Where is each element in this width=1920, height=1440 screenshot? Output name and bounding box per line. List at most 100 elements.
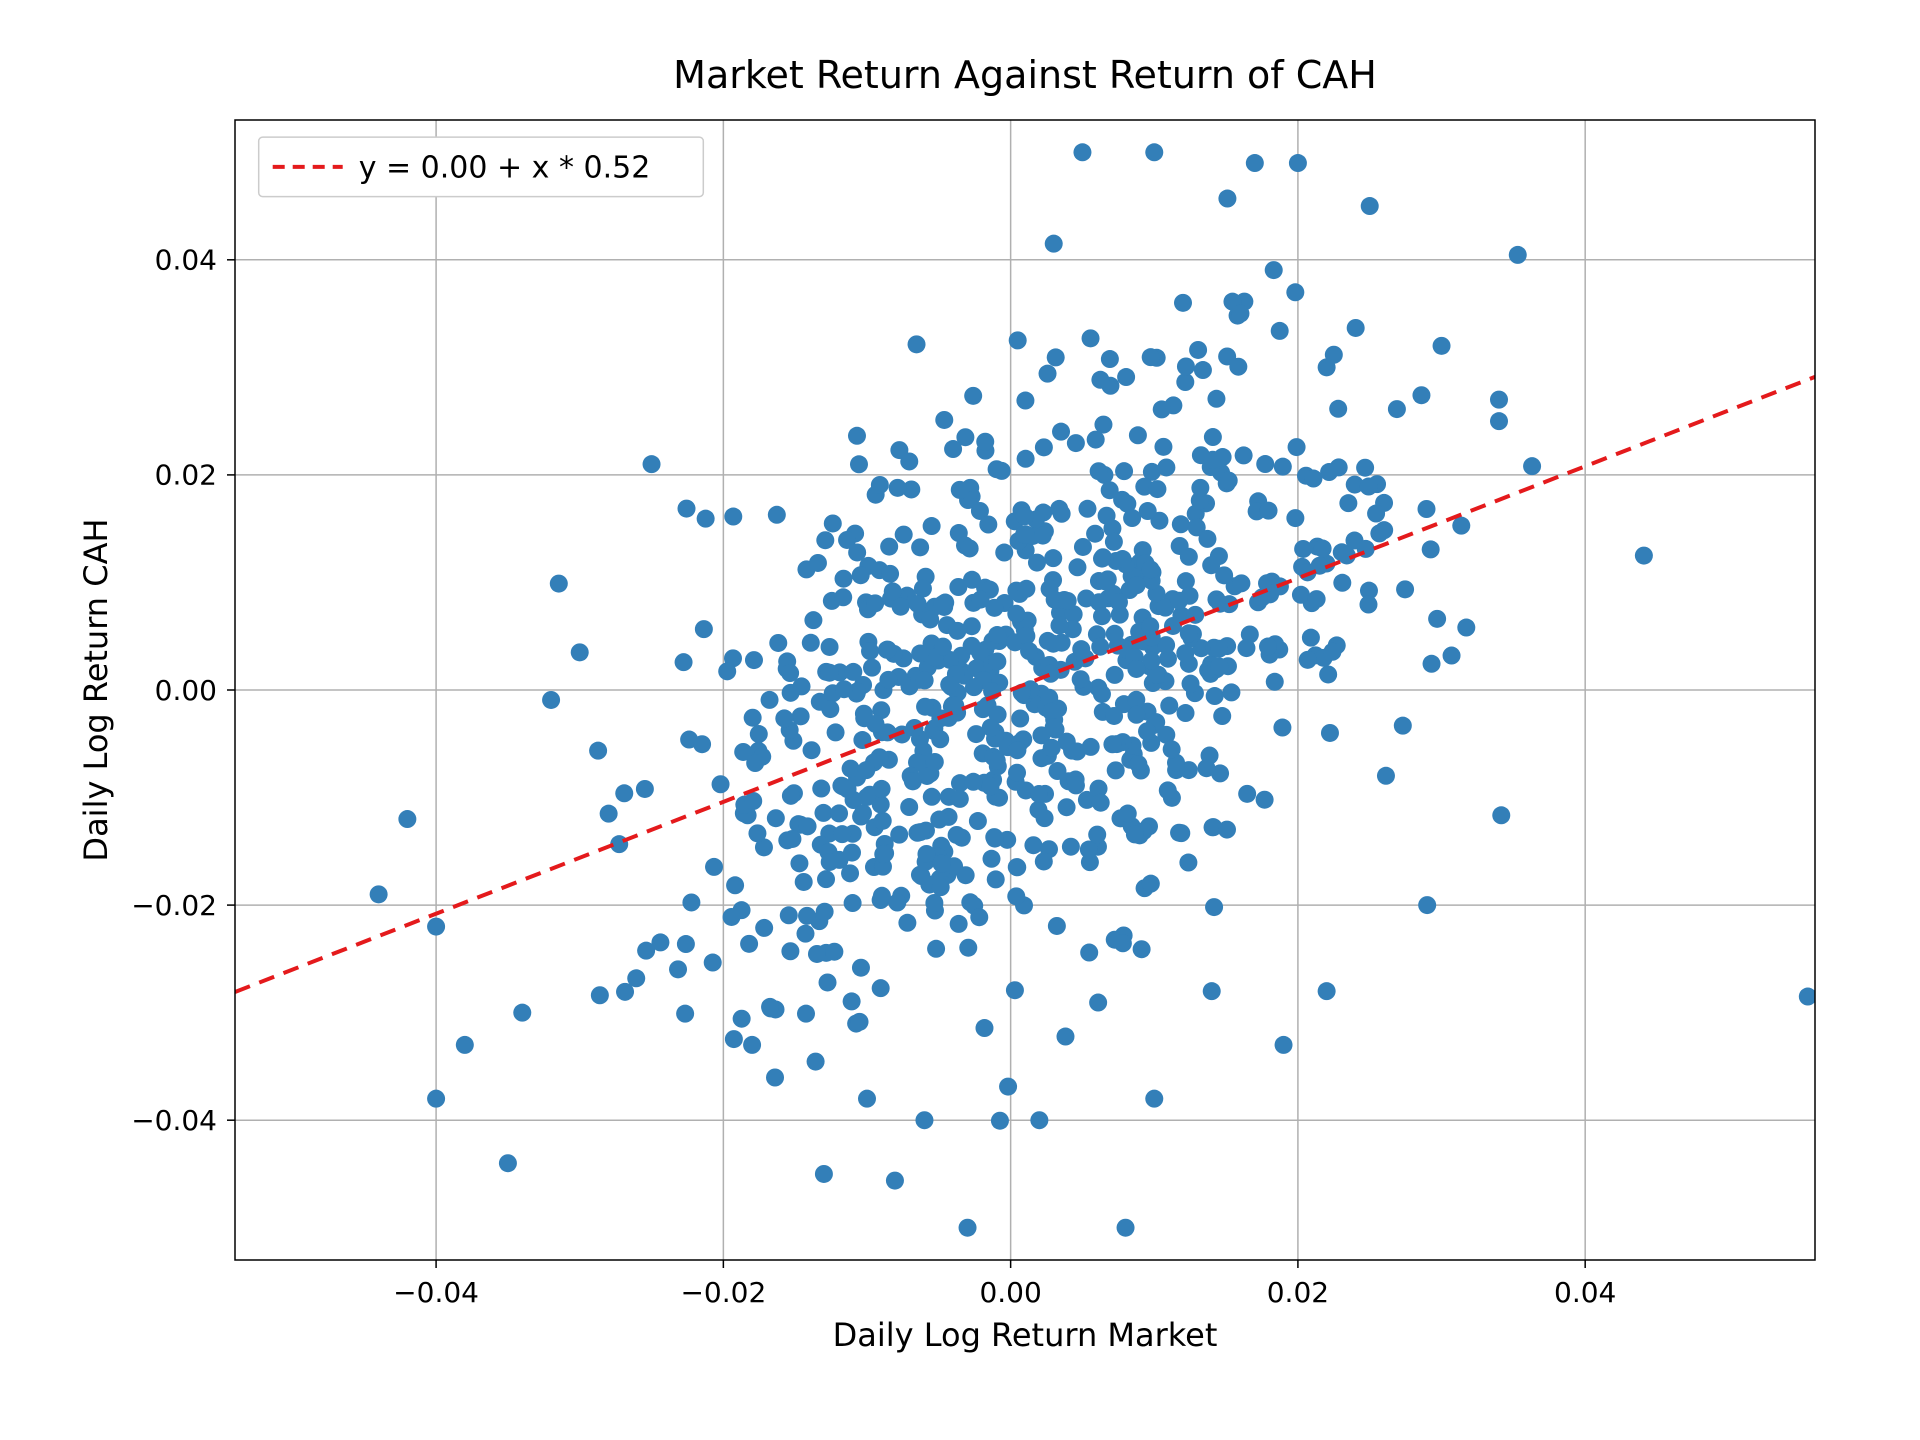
scatter-point: [1107, 761, 1125, 779]
scatter-point: [817, 870, 835, 888]
scatter-point: [872, 979, 890, 997]
scatter-point: [988, 626, 1006, 644]
scatter-point: [1067, 776, 1085, 794]
scatter-point: [1089, 994, 1107, 1012]
scatter-point: [821, 700, 839, 718]
x-tick-label: −0.04: [393, 1276, 479, 1309]
scatter-point: [949, 578, 967, 596]
scatter-point: [911, 823, 929, 841]
scatter-point: [1042, 665, 1060, 683]
scatter-point: [969, 812, 987, 830]
scatter-point: [1006, 981, 1024, 999]
scatter-point: [824, 514, 842, 532]
scatter-point: [1024, 836, 1042, 854]
scatter-point: [987, 870, 1005, 888]
scatter-point: [866, 594, 884, 612]
scatter-point: [1172, 515, 1190, 533]
scatter-point: [1133, 940, 1151, 958]
scatter-point: [1443, 647, 1461, 665]
scatter-point: [858, 788, 876, 806]
scatter-point: [1103, 735, 1121, 753]
scatter-point: [1093, 685, 1111, 703]
scatter-point: [1028, 554, 1046, 572]
scatter-point: [1428, 610, 1446, 628]
scatter-point: [1218, 190, 1236, 208]
scatter-point: [1072, 670, 1090, 688]
scatter-point: [1067, 434, 1085, 452]
scatter-point: [1207, 390, 1225, 408]
scatter-point: [833, 825, 851, 843]
scatter-point: [848, 543, 866, 561]
scatter-point: [767, 809, 785, 827]
scatter-point: [768, 506, 786, 524]
scatter-point: [1047, 348, 1065, 366]
scatter-point: [1145, 1090, 1163, 1108]
scatter-point: [854, 804, 872, 822]
scatter-point: [790, 854, 808, 872]
scatter-point: [1218, 821, 1236, 839]
scatter-point: [1044, 549, 1062, 567]
scatter-point: [1145, 143, 1163, 161]
scatter-point: [995, 544, 1013, 562]
scatter-point: [675, 653, 693, 671]
scatter-point: [1182, 675, 1200, 693]
scatter-point: [835, 570, 853, 588]
scatter-point: [1347, 319, 1365, 337]
scatter-point: [1117, 1219, 1135, 1237]
scatter-point: [879, 641, 897, 659]
scatter-point: [825, 943, 843, 961]
scatter-point: [976, 433, 994, 451]
scatter-point: [1412, 386, 1430, 404]
scatter-point: [1052, 423, 1070, 441]
scatter-point: [843, 844, 861, 862]
scatter-point: [844, 894, 862, 912]
scatter-point: [1091, 638, 1109, 656]
scatter-point: [1086, 525, 1104, 543]
scatter-point: [861, 642, 879, 660]
scatter-point: [803, 741, 821, 759]
scatter-point: [1157, 458, 1175, 476]
scatter-point: [1318, 982, 1336, 1000]
scatter-point: [1160, 697, 1178, 715]
scatter-point: [842, 760, 860, 778]
scatter-point: [678, 500, 696, 518]
scatter-point: [427, 918, 445, 936]
scatter-point: [1177, 357, 1195, 375]
scatter-point: [1256, 455, 1274, 473]
scatter-point: [1034, 527, 1052, 545]
scatter-point: [1098, 507, 1116, 525]
scatter-point: [1035, 852, 1053, 870]
scatter-point: [1020, 642, 1038, 660]
scatter-point: [775, 709, 793, 727]
scatter-point: [651, 933, 669, 951]
scatter-point: [1048, 917, 1066, 935]
scatter-point: [1017, 525, 1035, 543]
scatter-point: [889, 479, 907, 497]
scatter-point: [815, 1165, 833, 1183]
scatter-point: [1117, 368, 1135, 386]
scatter-point: [989, 706, 1007, 724]
scatter-point: [809, 554, 827, 572]
scatter-point: [963, 637, 981, 655]
scatter-point: [1017, 580, 1035, 598]
scatter-point: [827, 723, 845, 741]
scatter-point: [697, 510, 715, 528]
scatter-point: [1105, 707, 1123, 725]
scatter-point: [898, 914, 916, 932]
scatter-point: [693, 735, 711, 753]
scatter-point: [1062, 838, 1080, 856]
scatter-point: [750, 725, 768, 743]
scatter-point: [724, 508, 742, 526]
scatter-point: [914, 580, 932, 598]
scatter-point: [1246, 154, 1264, 172]
x-axis-label: Daily Log Return Market: [833, 1316, 1218, 1354]
scatter-point: [1323, 643, 1341, 661]
scatter-point: [795, 873, 813, 891]
scatter-point: [616, 983, 634, 1001]
scatter-point: [1164, 617, 1182, 635]
scatter-point: [1635, 547, 1653, 565]
scatter-point: [782, 684, 800, 702]
scatter-point: [991, 1112, 1009, 1130]
scatter-point: [1073, 143, 1091, 161]
scatter-point: [1238, 785, 1256, 803]
